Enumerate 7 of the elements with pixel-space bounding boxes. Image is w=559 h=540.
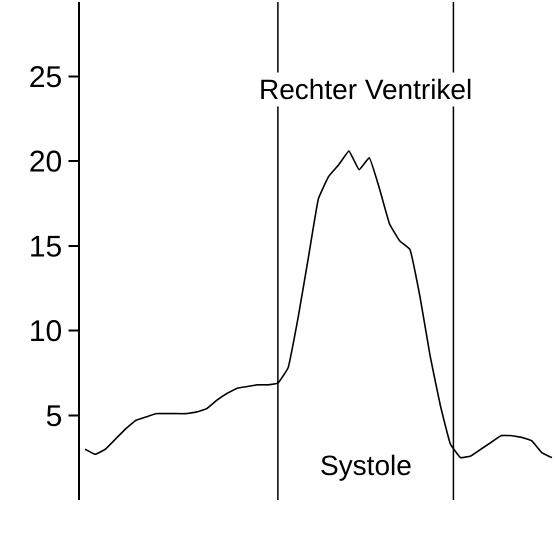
y-tick-label: 15 [28,230,62,264]
annotation: Rechter Ventrikel [259,74,472,105]
y-tick-label: 10 [28,315,62,348]
y-tick-label: 25 [28,61,62,94]
y-tick-label: 5 [46,400,62,433]
y-tick-label: 20 [28,146,62,179]
annotation: Systole [320,450,412,481]
